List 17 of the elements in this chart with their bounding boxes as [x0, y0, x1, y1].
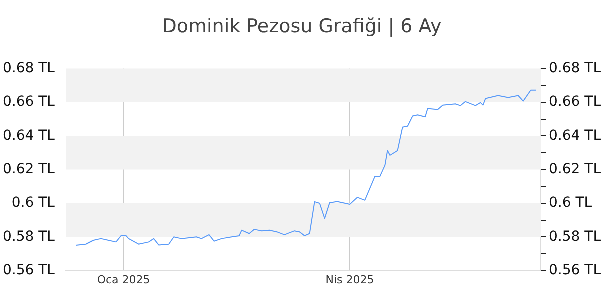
- y-tick-label: 0.68 TL: [2, 60, 56, 76]
- x-tick-label: Nis 2025: [326, 273, 374, 286]
- y-tick-label: 0.56 TL: [2, 262, 56, 278]
- y2-tick-label: 0.66 TL: [549, 94, 602, 110]
- y2-tick-label: 0.58 TL: [549, 228, 602, 245]
- x-tick-label: Oca 2025: [97, 273, 150, 286]
- y2-tick-label: 0.6 TL: [549, 195, 592, 212]
- y2-tick-label: 0.56 TL: [549, 262, 602, 278]
- y-tick-label: 0.64 TL: [2, 128, 56, 144]
- y-tick-label: 0.6 TL: [12, 195, 56, 212]
- y2-tick-label: 0.62 TL: [549, 161, 602, 178]
- chart-title: Dominik Pezosu Grafiği | 6 Ay: [162, 15, 442, 38]
- y-tick-label: 0.58 TL: [2, 228, 56, 245]
- y2-tick-label: 0.64 TL: [549, 128, 602, 144]
- y-tick-label: 0.66 TL: [2, 94, 56, 110]
- y2-tick-label: 0.68 TL: [549, 60, 602, 76]
- y-tick-label: 0.62 TL: [2, 161, 56, 178]
